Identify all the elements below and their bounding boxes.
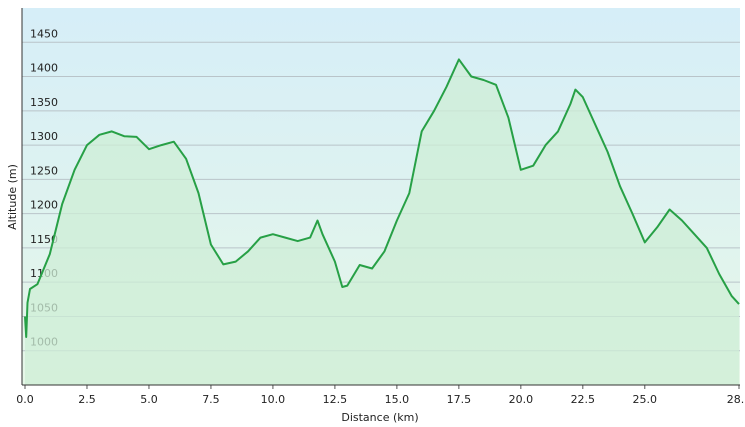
x-axis-label: Distance (km) xyxy=(341,411,418,424)
x-tick-label: 17.5 xyxy=(447,393,472,406)
y-tick-label: 1400 xyxy=(30,62,58,75)
x-tick-label: 7.5 xyxy=(202,393,220,406)
x-tick-label: 22.5 xyxy=(571,393,596,406)
y-tick-label: 1450 xyxy=(30,27,58,40)
altitude-line xyxy=(24,58,740,338)
area-fill xyxy=(25,59,739,386)
x-tick-label: 15.0 xyxy=(385,393,410,406)
x-tick-label: 20.0 xyxy=(509,393,534,406)
x-tick-label: 2.5 xyxy=(78,393,96,406)
y-axis-label: Altitude (m) xyxy=(6,164,19,230)
y-tick-label: 1300 xyxy=(30,130,58,143)
x-tick-label: 28.8 xyxy=(727,393,745,406)
x-tick-label: 25.0 xyxy=(633,393,658,406)
x-tick-label: 5.0 xyxy=(140,393,158,406)
y-tick-label: 1250 xyxy=(30,164,58,177)
x-tick-label: 10.0 xyxy=(261,393,286,406)
y-tick-label: 1150 xyxy=(30,233,58,246)
x-tick-label: 12.5 xyxy=(323,393,348,406)
x-tick-label: 0.0 xyxy=(16,393,34,406)
y-tick-label: 1350 xyxy=(30,96,58,109)
y-tick-label: 1200 xyxy=(30,199,58,212)
